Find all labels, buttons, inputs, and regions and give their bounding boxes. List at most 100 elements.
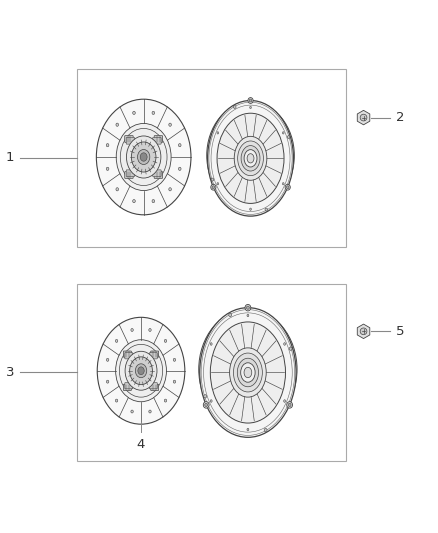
Ellipse shape	[178, 143, 181, 147]
Ellipse shape	[265, 208, 268, 211]
Polygon shape	[357, 324, 370, 338]
FancyBboxPatch shape	[151, 351, 159, 357]
Ellipse shape	[116, 124, 171, 190]
Ellipse shape	[289, 347, 292, 350]
Text: 1: 1	[6, 151, 14, 164]
Ellipse shape	[116, 188, 119, 191]
Ellipse shape	[211, 178, 214, 181]
Text: 3: 3	[6, 366, 14, 379]
Ellipse shape	[245, 304, 251, 311]
FancyBboxPatch shape	[124, 351, 131, 357]
FancyBboxPatch shape	[154, 136, 162, 142]
Ellipse shape	[200, 308, 296, 437]
Ellipse shape	[230, 348, 266, 397]
FancyBboxPatch shape	[149, 353, 157, 359]
Ellipse shape	[131, 142, 156, 172]
Ellipse shape	[140, 153, 147, 161]
Ellipse shape	[131, 328, 133, 332]
Polygon shape	[357, 110, 370, 125]
Ellipse shape	[208, 101, 293, 216]
Ellipse shape	[164, 340, 167, 342]
Ellipse shape	[120, 344, 162, 397]
Ellipse shape	[152, 111, 155, 115]
FancyBboxPatch shape	[126, 138, 134, 144]
Ellipse shape	[135, 364, 147, 378]
Ellipse shape	[248, 98, 253, 103]
FancyBboxPatch shape	[151, 384, 159, 391]
Ellipse shape	[284, 343, 286, 345]
Ellipse shape	[212, 186, 215, 189]
FancyBboxPatch shape	[125, 383, 133, 389]
Text: 4: 4	[137, 438, 145, 451]
Ellipse shape	[96, 99, 191, 215]
Ellipse shape	[204, 395, 207, 398]
Ellipse shape	[234, 136, 267, 180]
Ellipse shape	[138, 149, 150, 165]
Ellipse shape	[217, 132, 219, 134]
Ellipse shape	[247, 314, 249, 317]
Ellipse shape	[229, 313, 232, 317]
FancyBboxPatch shape	[153, 138, 161, 144]
Ellipse shape	[203, 402, 209, 408]
Ellipse shape	[115, 340, 118, 342]
Ellipse shape	[152, 199, 155, 203]
Ellipse shape	[169, 188, 171, 191]
Ellipse shape	[233, 353, 262, 392]
Ellipse shape	[127, 136, 161, 178]
Ellipse shape	[120, 128, 167, 185]
Ellipse shape	[149, 328, 151, 332]
Ellipse shape	[244, 150, 257, 167]
Ellipse shape	[250, 208, 251, 211]
Ellipse shape	[264, 429, 267, 432]
FancyBboxPatch shape	[124, 384, 131, 391]
Ellipse shape	[247, 154, 254, 163]
Ellipse shape	[250, 106, 251, 109]
Ellipse shape	[106, 143, 109, 147]
FancyBboxPatch shape	[154, 172, 162, 179]
Ellipse shape	[287, 402, 293, 408]
FancyBboxPatch shape	[153, 170, 161, 176]
Ellipse shape	[286, 186, 289, 189]
Ellipse shape	[116, 123, 119, 126]
Ellipse shape	[138, 367, 144, 375]
Ellipse shape	[97, 317, 185, 424]
Ellipse shape	[133, 111, 135, 115]
Ellipse shape	[115, 399, 118, 402]
Ellipse shape	[210, 400, 212, 402]
Ellipse shape	[116, 340, 166, 402]
Ellipse shape	[233, 106, 236, 109]
Bar	[77, 284, 346, 462]
Ellipse shape	[288, 403, 291, 407]
Ellipse shape	[173, 380, 176, 383]
FancyBboxPatch shape	[125, 136, 133, 142]
Ellipse shape	[285, 184, 290, 190]
Ellipse shape	[178, 167, 181, 171]
Ellipse shape	[199, 310, 297, 429]
Bar	[77, 69, 346, 247]
Ellipse shape	[131, 410, 133, 413]
Ellipse shape	[283, 183, 284, 185]
Ellipse shape	[244, 367, 252, 378]
Ellipse shape	[205, 403, 208, 407]
Ellipse shape	[249, 99, 252, 102]
Ellipse shape	[207, 102, 294, 208]
Ellipse shape	[164, 399, 167, 402]
Circle shape	[360, 114, 367, 121]
FancyBboxPatch shape	[125, 172, 133, 179]
Ellipse shape	[133, 199, 135, 203]
Ellipse shape	[106, 358, 109, 361]
Ellipse shape	[238, 141, 263, 176]
Ellipse shape	[217, 183, 219, 185]
Ellipse shape	[210, 343, 212, 345]
Ellipse shape	[237, 358, 258, 387]
Ellipse shape	[210, 322, 286, 423]
FancyBboxPatch shape	[149, 383, 157, 389]
Ellipse shape	[247, 428, 249, 431]
Ellipse shape	[217, 113, 284, 204]
Text: 2: 2	[396, 111, 404, 124]
Ellipse shape	[241, 146, 260, 171]
Ellipse shape	[240, 363, 255, 382]
Ellipse shape	[130, 357, 152, 385]
Text: 5: 5	[396, 325, 404, 338]
FancyBboxPatch shape	[126, 170, 134, 176]
